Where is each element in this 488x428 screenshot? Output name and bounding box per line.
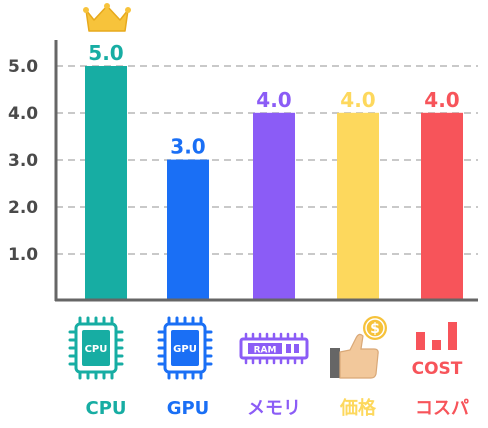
category-label-cpu: CPU: [85, 398, 126, 419]
data-label-memory: 4.0: [256, 88, 291, 112]
data-labels: 5.0 3.0 4.0 4.0 4.0: [88, 41, 459, 159]
data-label-cost-performance: 4.0: [424, 88, 459, 112]
cpu-chip-icon: CPU: [68, 316, 124, 380]
data-label-price: 4.0: [340, 88, 375, 112]
y-axis-ticks: 5.0 4.0 3.0 2.0 1.0: [8, 57, 38, 265]
y-tick-label: 4.0: [8, 104, 38, 124]
bars: [85, 66, 463, 300]
data-label-gpu: 3.0: [170, 135, 205, 159]
bar-cost-performance: [421, 112, 463, 300]
bar-memory: [253, 112, 295, 300]
category-label-price: 価格: [339, 397, 377, 419]
y-tick-label: 3.0: [8, 151, 38, 171]
ram-icon-text: RAM: [254, 346, 277, 356]
data-label-cpu: 5.0: [88, 41, 123, 65]
category-label-memory: メモリ: [247, 398, 301, 419]
gpu-icon-text: GPU: [173, 344, 197, 355]
ram-stick-icon: RAM: [239, 332, 309, 365]
thumbs-up-coin-icon: $: [330, 316, 387, 379]
cpu-icon-text: CPU: [85, 344, 108, 355]
crown-icon: [83, 3, 131, 32]
coin-icon-text: $: [370, 321, 380, 337]
x-axis-labels: CPU GPU メモリ 価格 コスパ: [85, 397, 469, 419]
category-label-gpu: GPU: [167, 398, 210, 419]
category-label-cost-performance: コスパ: [415, 398, 469, 419]
gpu-chip-icon: GPU: [157, 316, 213, 380]
cost-icon-text: COST: [412, 359, 463, 379]
bar-cpu: [85, 66, 127, 300]
bar-gpu: [167, 159, 209, 300]
y-tick-label: 2.0: [8, 198, 38, 218]
bar-price: [337, 112, 379, 300]
y-tick-label: 5.0: [8, 57, 38, 77]
y-tick-label: 1.0: [8, 245, 38, 265]
cost-bars-icon: COST: [412, 322, 463, 379]
